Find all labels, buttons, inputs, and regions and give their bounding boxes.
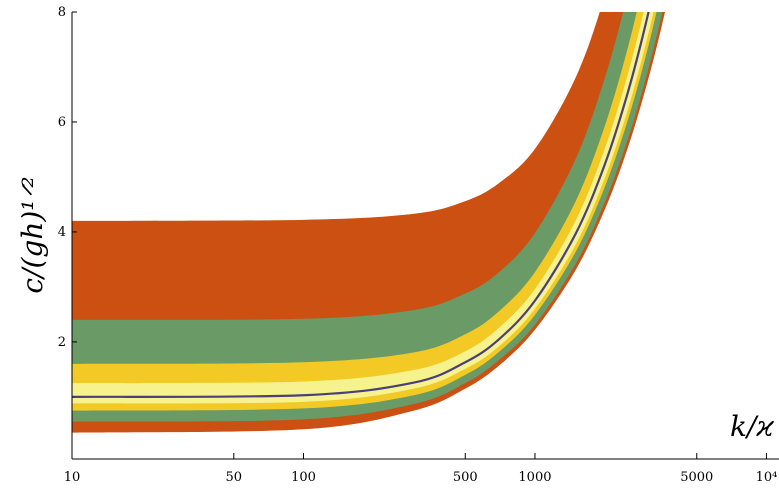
y-axis-label: c/(gh)¹ᐟ² bbox=[16, 176, 49, 293]
y-tick-label: 6 bbox=[58, 115, 66, 130]
x-tick-label: 10 bbox=[64, 470, 81, 485]
axes: 2 4 6 8 10 50 100 500 1000 5000 10⁴ bbox=[58, 5, 779, 485]
x-axis-label: k/ϰ bbox=[730, 410, 774, 443]
y-tick-label: 2 bbox=[58, 335, 66, 350]
x-tick-label: 1000 bbox=[518, 470, 551, 485]
y-tick-label: 8 bbox=[58, 5, 66, 20]
x-tick-label: 500 bbox=[453, 470, 478, 485]
y-tick-label: 4 bbox=[58, 225, 66, 240]
center-line bbox=[72, 12, 650, 398]
band-area bbox=[72, 12, 657, 411]
plot-area bbox=[72, 12, 665, 433]
x-tick-label: 10⁴ bbox=[756, 470, 778, 485]
x-tick-label: 50 bbox=[226, 470, 243, 485]
x-tick-label: 5000 bbox=[680, 470, 713, 485]
x-tick-label: 100 bbox=[291, 470, 316, 485]
